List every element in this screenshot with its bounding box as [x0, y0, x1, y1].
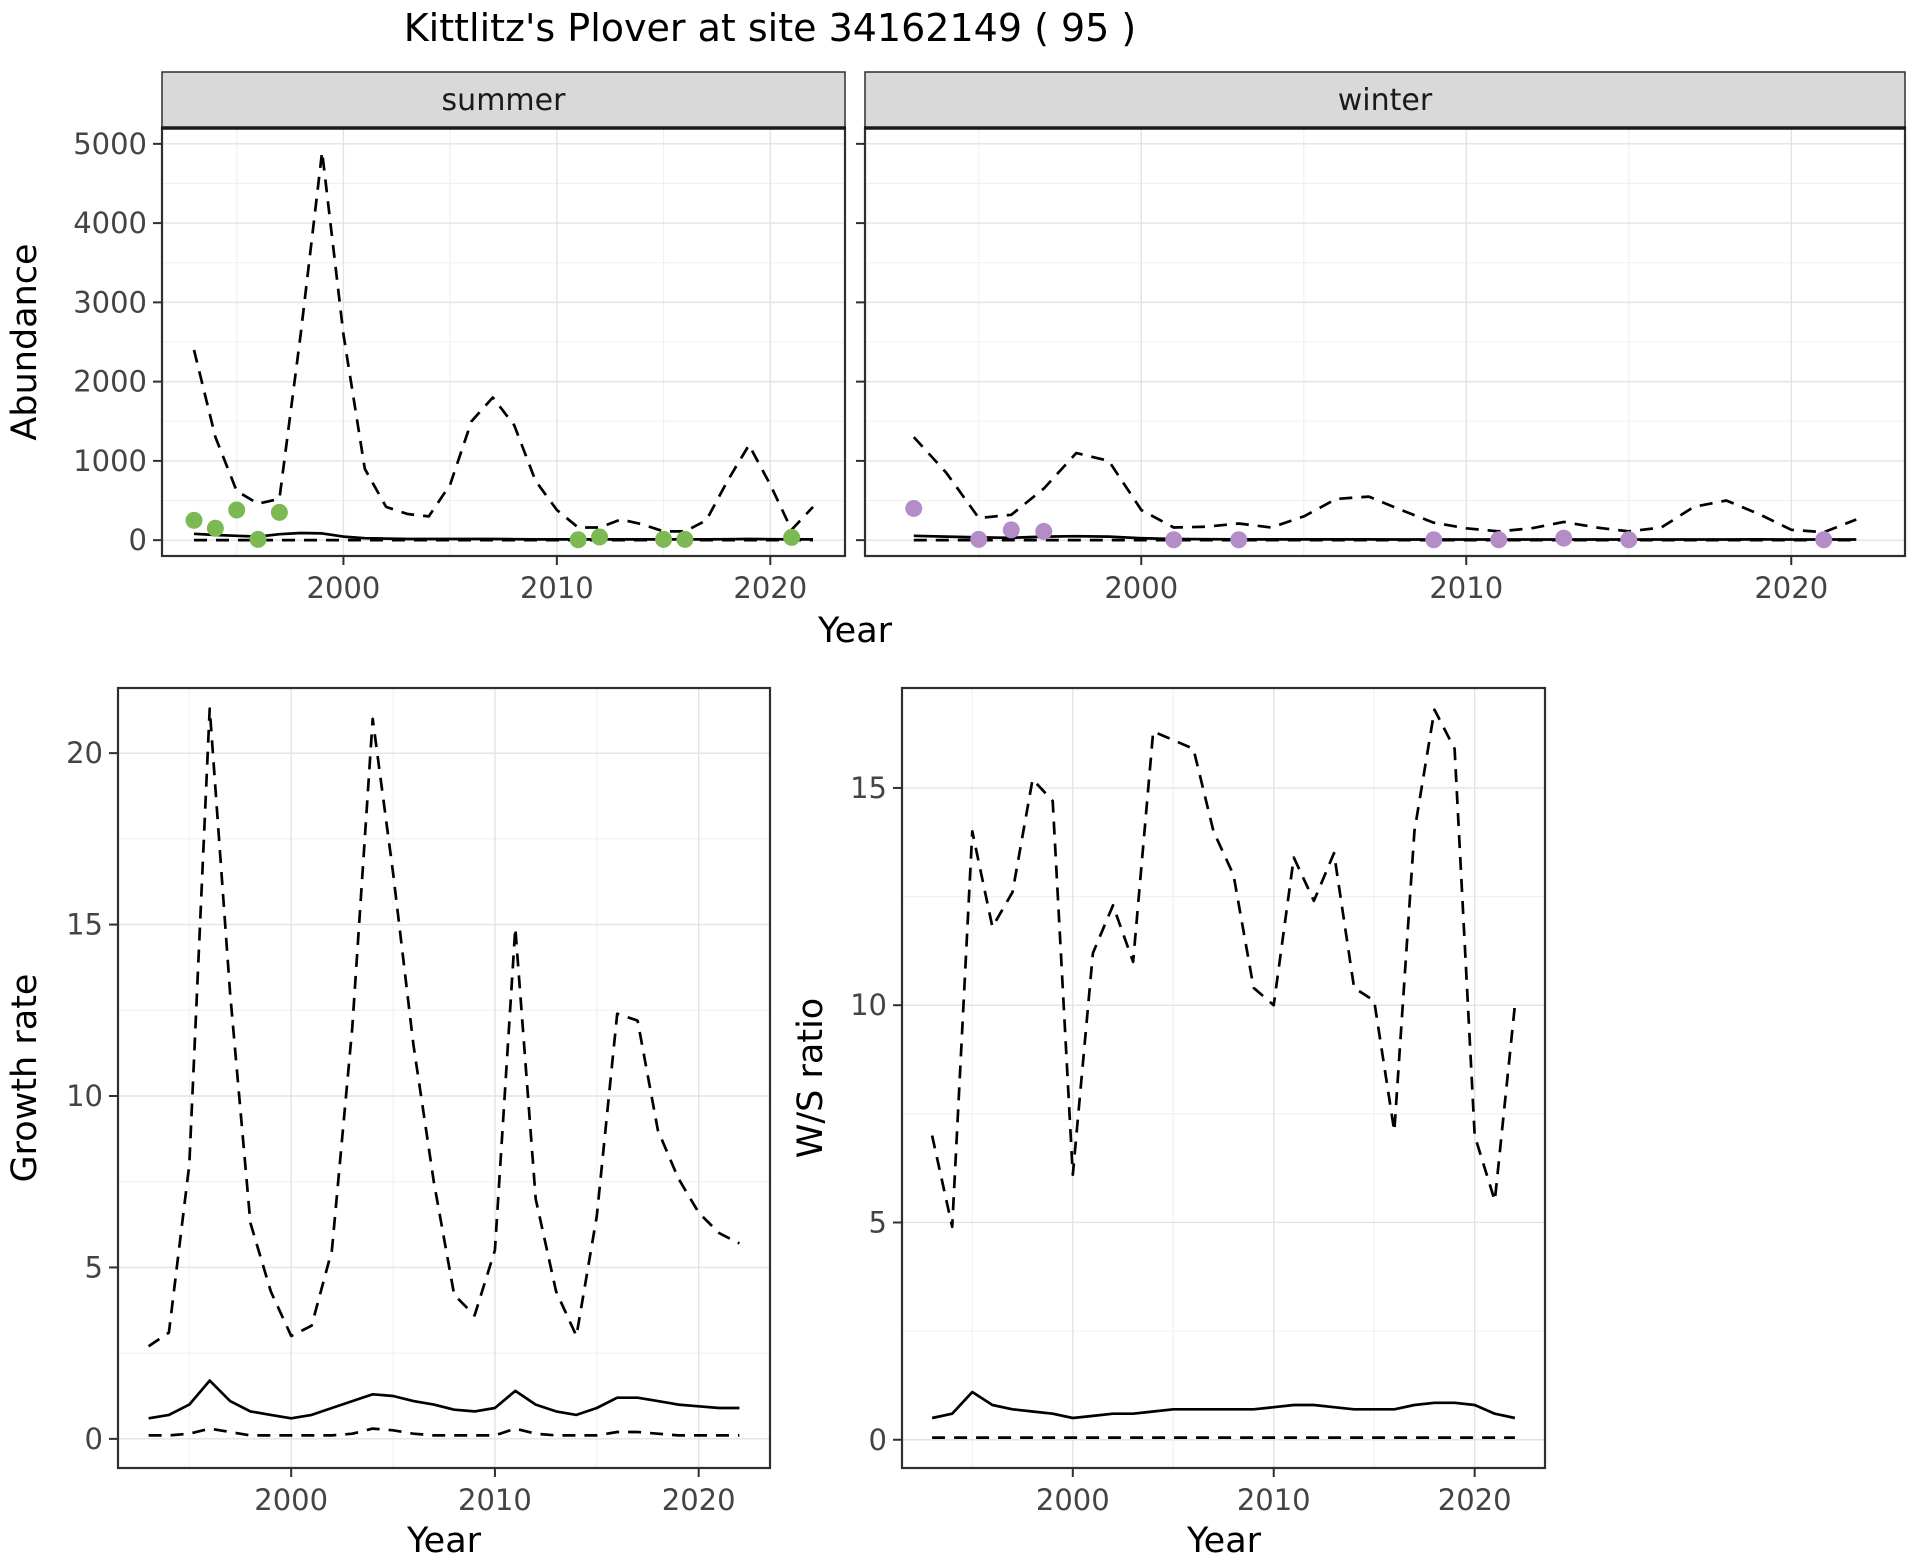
upper-ci-line [930, 708, 1517, 1229]
x-tick-label: 2020 [662, 1483, 736, 1517]
chart-growth-rate: 2000 2010 2020 0 5 10 15 20 Growth rate Year [5, 686, 772, 1560]
upper-ci-line [192, 150, 814, 533]
panel-border [116, 686, 772, 1470]
x-tick-label: 2020 [733, 571, 807, 605]
x-tick-label: 2020 [1438, 1483, 1512, 1517]
x-tick-label: 2000 [1036, 1483, 1110, 1517]
lower-ci-line [148, 1427, 740, 1437]
x-tick-label: 2020 [1754, 571, 1828, 605]
y-tick-label: 5000 [73, 127, 147, 161]
x-tick-label: 2000 [307, 571, 381, 605]
median-line [931, 1390, 1516, 1420]
data-point [783, 528, 801, 546]
x-tick-label: 2010 [520, 571, 594, 605]
data-point [1230, 531, 1248, 549]
chart-title: Kittlitz's Plover at site 34162149 ( 95 … [403, 6, 1137, 50]
y-tick-label: 2000 [73, 365, 147, 399]
data-point [1620, 531, 1638, 549]
x-tick-label: 2000 [1104, 571, 1178, 605]
upper-ci-line [912, 436, 1857, 534]
data-point [228, 501, 246, 519]
data-point [970, 530, 988, 548]
x-axis-title: Year [817, 611, 893, 651]
data-point [206, 519, 224, 537]
x-tick-label: 2010 [1237, 1483, 1311, 1517]
data-point [591, 528, 609, 546]
data-point [676, 530, 694, 548]
data-point [569, 531, 587, 549]
data-point [249, 530, 267, 548]
x-axis-title: Year [1186, 1521, 1262, 1560]
panel-background [902, 688, 1545, 1468]
data-point [655, 530, 673, 548]
data-point [270, 503, 288, 521]
y-tick-label: 5 [869, 1205, 887, 1239]
y-tick-label: 15 [850, 771, 887, 805]
y-tick-label: 4000 [73, 206, 147, 240]
x-tick-label: 2010 [1429, 571, 1503, 605]
data-point [1035, 522, 1053, 540]
facet-strip-label: winter [1338, 83, 1433, 118]
y-tick-label: 10 [850, 988, 887, 1022]
x-tick-label: 2010 [458, 1483, 532, 1517]
data-point [1555, 529, 1573, 547]
y-tick-label: 0 [129, 523, 147, 557]
data-point [1490, 531, 1508, 549]
panel-background [118, 688, 770, 1468]
facet-strip [161, 71, 846, 129]
facet-strip-label: summer [442, 83, 567, 118]
x-axis-title: Year [406, 1521, 482, 1560]
y-axis-title: Abundance [5, 243, 45, 440]
x-tick-label: 2000 [254, 1483, 328, 1517]
upper-ci-line [147, 707, 741, 1348]
data-point [1815, 531, 1833, 549]
y-axis-title: Growth rate [5, 974, 45, 1183]
y-tick-label: 20 [66, 736, 103, 770]
y-tick-label: 15 [66, 908, 103, 942]
data-point [185, 511, 203, 529]
data-point [905, 499, 923, 517]
y-tick-label: 3000 [73, 285, 147, 319]
y-axis-title: W/S ratio [791, 998, 831, 1158]
data-point [1165, 531, 1183, 549]
y-tick-label: 0 [869, 1423, 887, 1457]
y-tick-label: 5 [85, 1250, 103, 1284]
data-point [1002, 521, 1020, 539]
panel-border [900, 686, 1547, 1470]
y-tick-label: 0 [85, 1422, 103, 1456]
y-tick-label: 1000 [73, 444, 147, 478]
median-line [148, 1379, 740, 1420]
data-point [1425, 531, 1443, 549]
chart-ws-ratio: 2000 2010 2020 0 5 10 15 W/S ratio Year [791, 686, 1547, 1560]
y-tick-label: 10 [66, 1079, 103, 1113]
chart-abundance-summer: summer 2000 2010 2020 0 1000 2000 3000 4000 5000 A… [5, 71, 893, 651]
chart-abundance-winter: winter 2000 2010 2020 [856, 71, 1907, 605]
facet-strip [864, 71, 1906, 129]
